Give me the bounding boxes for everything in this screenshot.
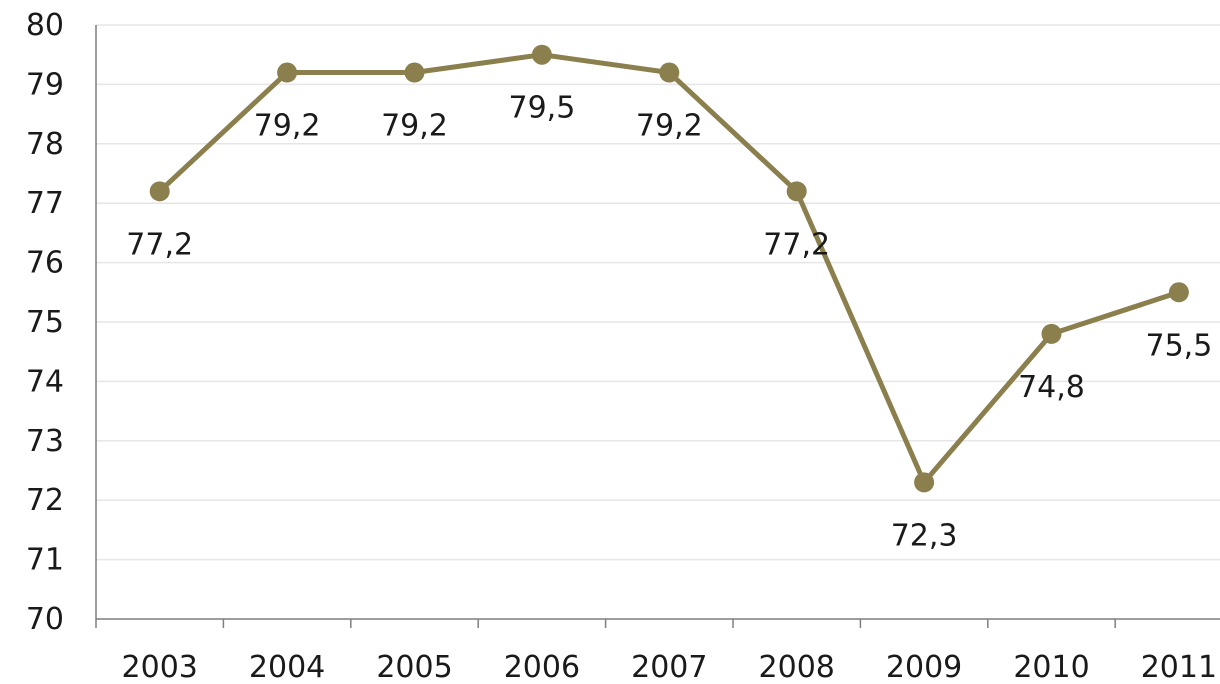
data-point — [531, 44, 552, 65]
y-tick-label: 71 — [26, 543, 64, 578]
y-tick-label: 72 — [26, 483, 64, 518]
data-point — [786, 181, 807, 202]
x-tick-label: 2009 — [886, 650, 962, 684]
y-tick-labels: 70 71 72 73 74 75 76 77 78 79 80 — [26, 8, 64, 637]
y-tick-label: 80 — [26, 8, 64, 43]
x-tick-label: 2006 — [504, 650, 580, 684]
axes — [95, 25, 1220, 628]
data-label: 77,2 — [126, 227, 193, 262]
x-tick-label: 2004 — [249, 650, 325, 684]
y-tick-label: 74 — [26, 364, 64, 399]
y-tick-label: 70 — [26, 602, 64, 637]
y-tick-label: 73 — [26, 424, 64, 459]
data-label: 79,2 — [636, 109, 703, 144]
x-tick-label: 2011 — [1141, 650, 1217, 684]
data-label: 75,5 — [1146, 328, 1213, 363]
data-point — [1168, 282, 1189, 303]
data-point — [277, 62, 298, 83]
data-labels: 77,2 79,2 79,2 79,5 79,2 77,2 72,3 74,8 75,5 — [126, 91, 1212, 554]
y-tick-label: 75 — [26, 305, 64, 340]
x-tick-label: 2008 — [759, 650, 835, 684]
data-label: 79,2 — [381, 109, 448, 144]
y-tick-label: 78 — [26, 127, 64, 162]
data-point — [149, 181, 170, 202]
data-point — [404, 62, 425, 83]
x-tick-label: 2005 — [376, 650, 452, 684]
data-points — [149, 44, 1189, 493]
x-tick-label: 2007 — [631, 650, 707, 684]
data-label: 72,3 — [891, 518, 958, 553]
data-label: 79,5 — [509, 91, 576, 126]
data-point — [914, 472, 935, 493]
data-label: 74,8 — [1018, 370, 1085, 405]
data-label: 77,2 — [763, 227, 830, 262]
data-point — [1041, 323, 1062, 344]
x-tick-labels: 2003 2004 2005 2006 2007 2008 2009 2010 2011 — [122, 650, 1218, 684]
y-tick-label: 76 — [26, 246, 64, 281]
gridlines — [96, 24, 1220, 561]
y-tick-label: 77 — [26, 186, 64, 221]
x-tick-label: 2010 — [1013, 650, 1089, 684]
x-tick-label: 2003 — [122, 650, 198, 684]
y-tick-label: 79 — [26, 67, 64, 102]
data-label: 79,2 — [254, 109, 321, 144]
data-point — [659, 62, 680, 83]
